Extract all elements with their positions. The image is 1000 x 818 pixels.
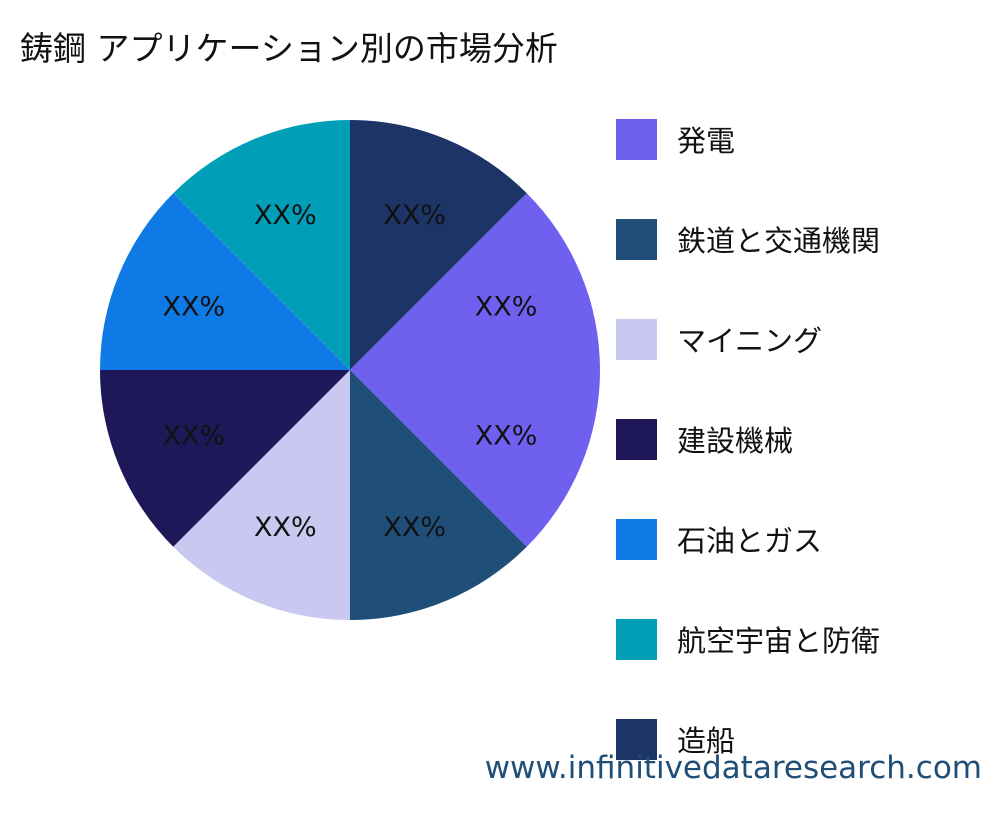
chart-legend: 発電鉄道と交通機関 マイニング建設機械石油とガス航空宇宙と防衛 造船 [616,118,880,818]
pie-slice-3 [100,370,350,547]
legend-swatch [616,318,657,360]
legend-label: 発電 [677,124,736,158]
legend-swatch [616,518,657,560]
pie-slice-label: XX% [163,291,226,322]
pie-slice-0 [350,193,600,547]
pie-slice-2 [173,370,350,620]
pie-slice-label: XX% [163,421,226,452]
legend-swatch [616,618,657,660]
pie-slice-label: XX% [383,200,446,231]
legend-swatch [616,418,657,460]
pie-slice-label: XX% [475,421,538,452]
legend-label: 航空宇宙と防衛 [677,624,881,658]
pie-slice-label: XX% [254,200,317,231]
pie-slice-label: XX% [475,291,538,322]
pie-slice-4 [100,193,350,370]
pie-slice-5 [173,120,350,370]
legend-label: 石油とガス [677,524,823,558]
legend-label: 造船 [677,724,736,758]
pie-slice-6 [350,120,527,370]
legend-item: 石油とガス [616,518,880,560]
pie-slice-label: XX% [254,512,317,543]
legend-swatch [616,718,657,760]
legend-item: 鉄道と交通機関 [616,218,880,260]
legend-item: 造船 [616,718,880,760]
chart-title: 鋳鋼 アプリケーション別の市場分析 [20,29,558,68]
pie-slice-1 [350,370,527,620]
legend-swatch [616,218,657,260]
pie-slice-label: XX% [383,512,446,543]
legend-item: マイニング [616,318,880,360]
legend-item: 航空宇宙と防衛 [616,618,880,660]
legend-label: マイニング [677,324,823,358]
legend-label: 建設機械 [677,424,794,458]
legend-item: 建設機械 [616,418,880,460]
legend-item: 発電 [616,118,880,160]
legend-label: 鉄道と交通機関 [677,224,881,258]
watermark: www.infinitivedataresearch.com [484,750,982,786]
legend-swatch [616,118,657,160]
pie-chart: XX% XX% XX% XX% XX% XX% XX% XX% [100,120,600,620]
